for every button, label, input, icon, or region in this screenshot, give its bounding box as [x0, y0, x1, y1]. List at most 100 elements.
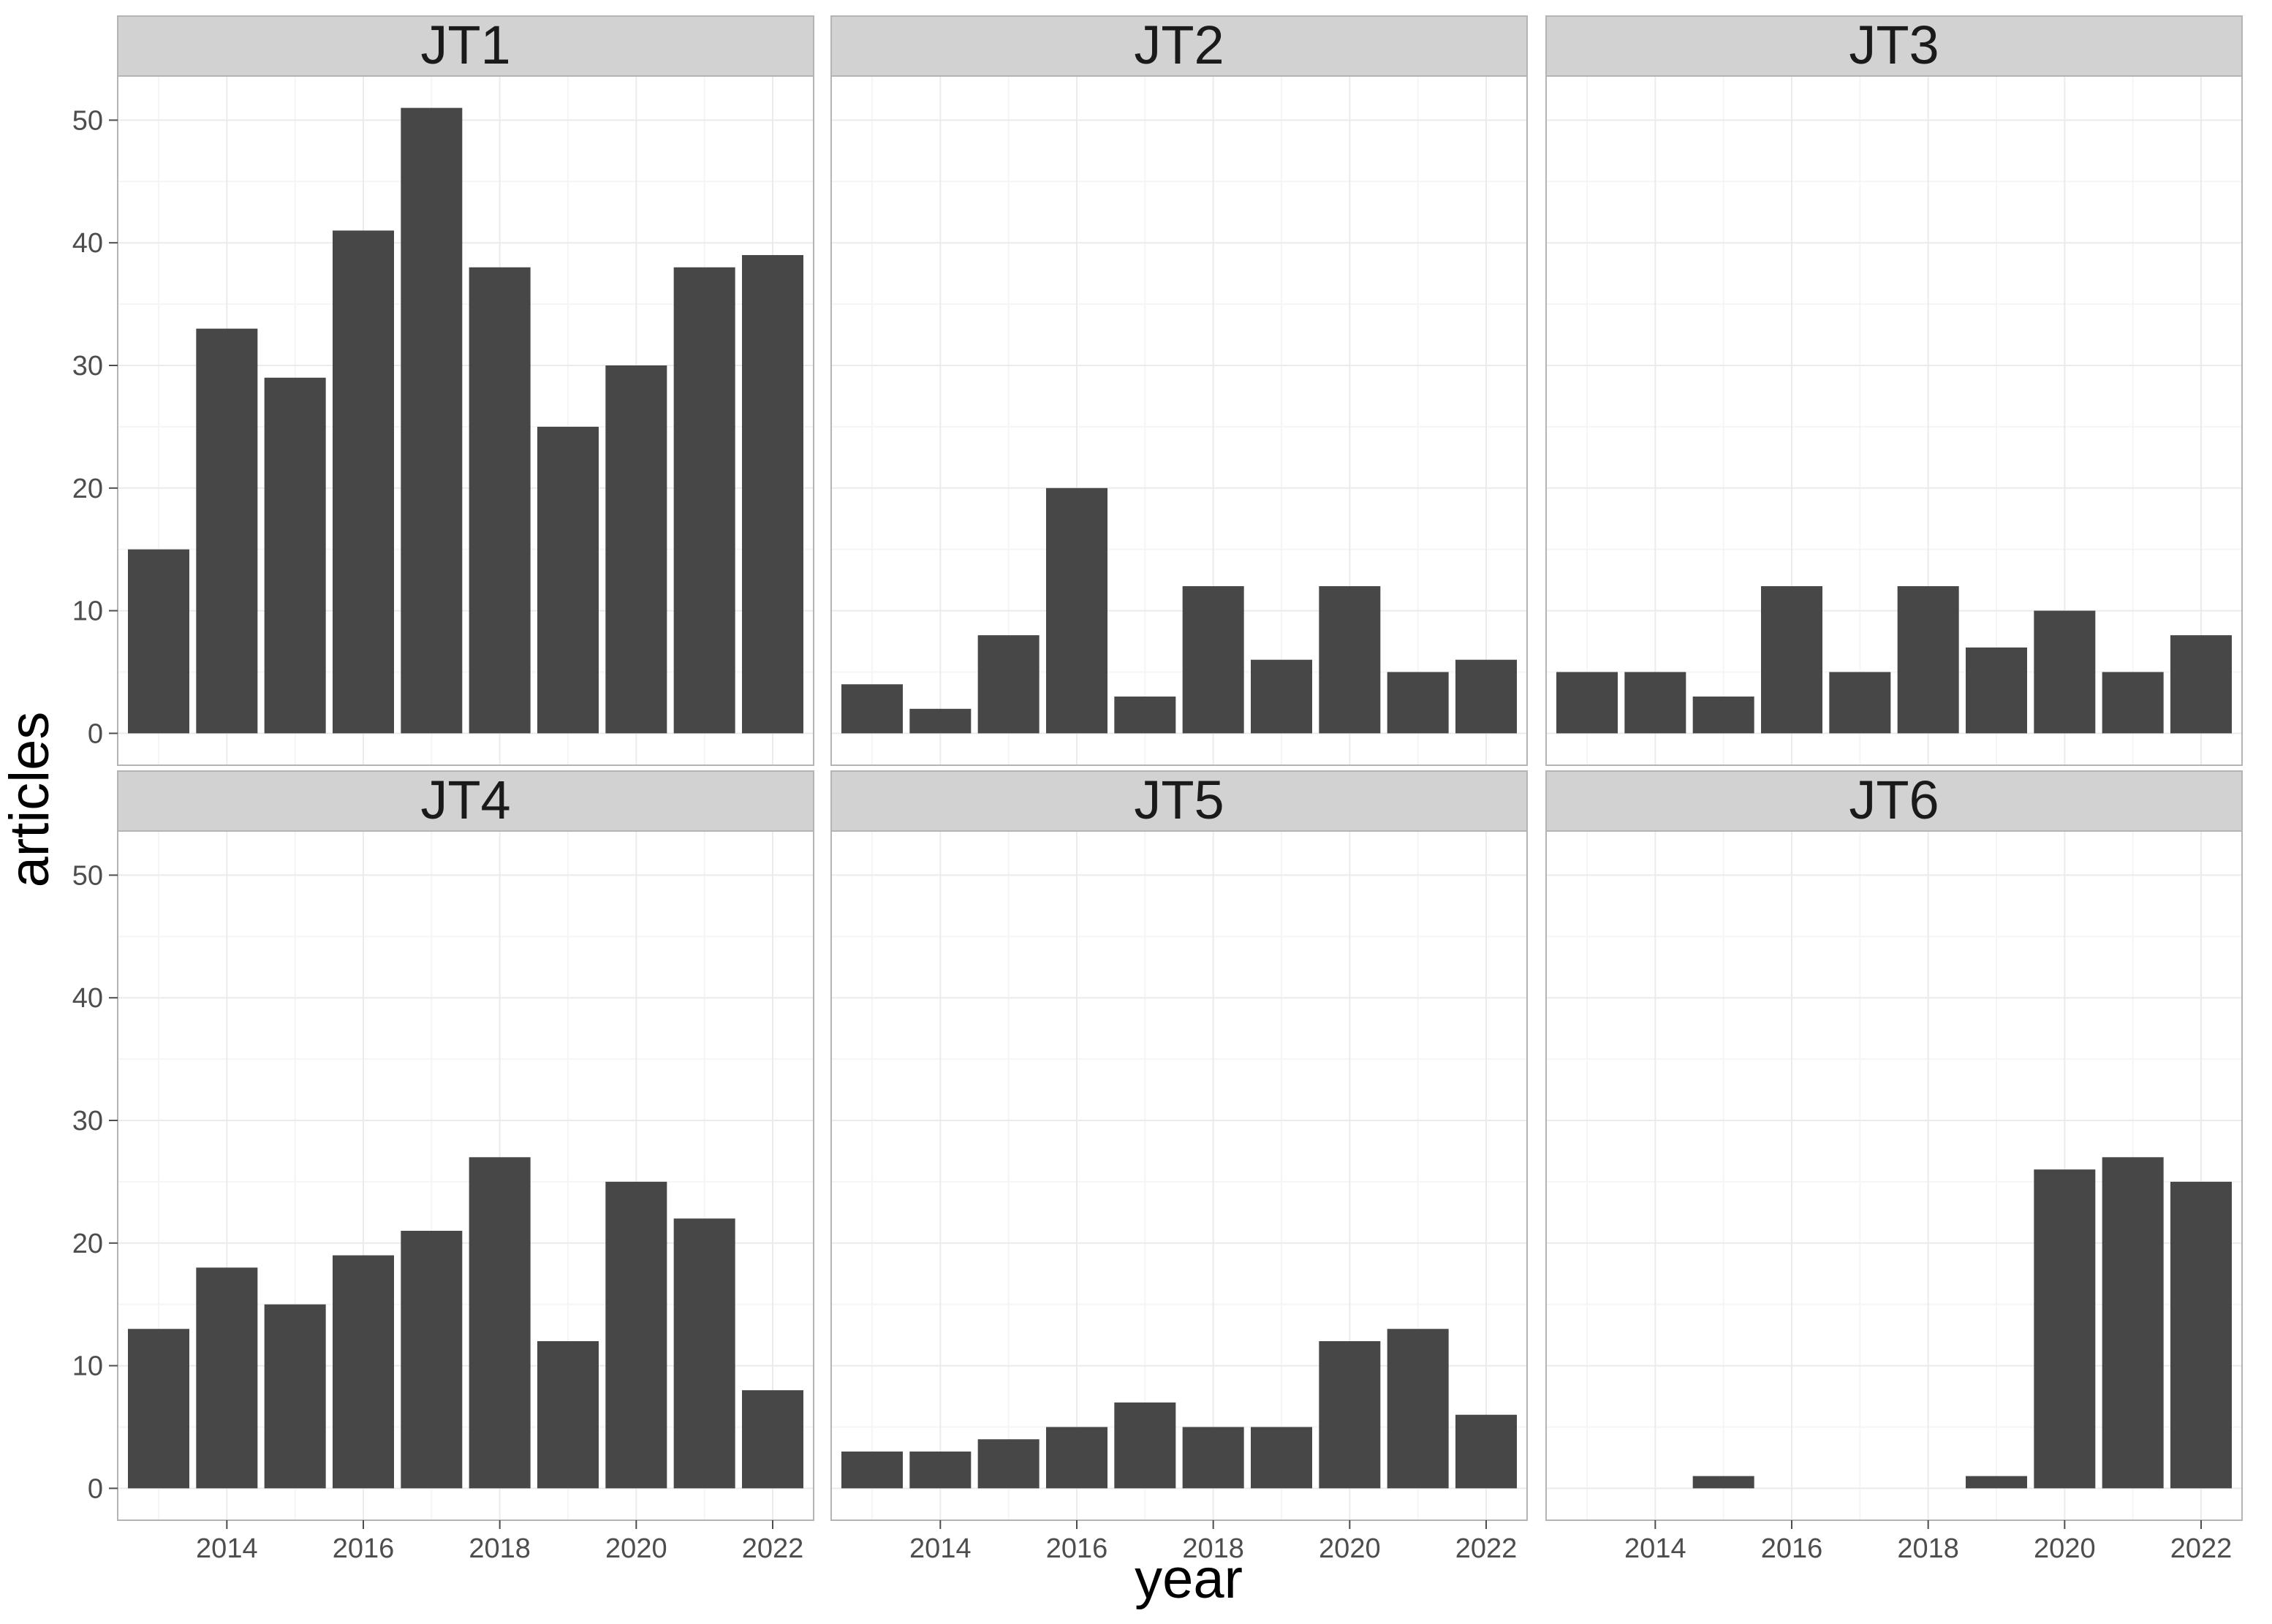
- bar-jt5-2015: [977, 1439, 1040, 1489]
- bar-jt1-2020: [605, 365, 667, 734]
- bar-jt4-2016: [333, 1255, 394, 1489]
- facet-panel-jt5: JT5: [830, 770, 1528, 1521]
- panel-border: [1545, 75, 2243, 766]
- facet-strip: [830, 15, 1528, 77]
- bar-jt1-2017: [401, 107, 463, 734]
- bar-jt6-2015: [1692, 1476, 1754, 1489]
- bar-jt3-2018: [1897, 586, 1959, 734]
- x-tick-label: 2020: [2034, 1533, 2096, 1564]
- bar-jt4-2014: [196, 1267, 258, 1489]
- x-tick-label: 2018: [1182, 1533, 1244, 1564]
- x-axis-title: year: [1135, 1548, 1243, 1610]
- bar-jt1-2016: [333, 230, 394, 734]
- y-tick-label: 10: [72, 1351, 103, 1382]
- bar-jt1-2014: [196, 328, 258, 734]
- bar-jt3-2019: [1966, 647, 2027, 734]
- bar-jt2-2019: [1251, 659, 1312, 734]
- panel-border: [117, 75, 814, 766]
- x-tick-label: 2022: [742, 1533, 804, 1564]
- bar-jt3-2021: [2102, 672, 2164, 734]
- x-tick-label: 2020: [605, 1533, 667, 1564]
- x-tick-label: 2018: [469, 1533, 531, 1564]
- bar-jt6-2022: [2170, 1181, 2232, 1489]
- y-tick-label: 50: [72, 860, 103, 891]
- panel-border: [1545, 830, 2243, 1521]
- bar-jt5-2016: [1046, 1427, 1107, 1489]
- x-tick-label: 2016: [1046, 1533, 1108, 1564]
- bar-jt3-2014: [1624, 672, 1686, 734]
- bar-jt1-2022: [742, 254, 803, 734]
- bar-jt3-2017: [1829, 672, 1891, 734]
- bar-jt2-2014: [909, 708, 972, 734]
- x-tick-label: 2014: [909, 1533, 972, 1564]
- bar-jt2-2021: [1387, 672, 1449, 734]
- bar-jt2-2018: [1182, 586, 1244, 734]
- x-tick-label: 2016: [333, 1533, 395, 1564]
- facet-label: JT5: [1134, 770, 1224, 830]
- y-tick-label: 10: [72, 596, 103, 627]
- bar-jt4-2019: [537, 1341, 599, 1489]
- facet-label: JT3: [1849, 15, 1939, 75]
- bar-jt5-2020: [1319, 1341, 1381, 1489]
- y-tick-label: 30: [72, 351, 103, 382]
- bar-jt1-2013: [128, 549, 189, 734]
- bar-jt3-2022: [2170, 635, 2232, 734]
- bar-jt3-2016: [1761, 586, 1822, 734]
- y-tick-label: 30: [72, 1106, 103, 1137]
- facet-strip: [117, 770, 814, 832]
- bar-jt4-2020: [605, 1181, 667, 1489]
- facet-panel-jt4: JT4: [117, 770, 814, 1521]
- facet-panels: JT1 JT2 JT3 JT4 JT5 JT6: [117, 15, 2243, 1521]
- bar-jt6-2019: [1966, 1476, 2027, 1489]
- bar-jt3-2020: [2034, 610, 2096, 734]
- bar-jt5-2018: [1182, 1427, 1244, 1489]
- bar-jt2-2015: [977, 635, 1040, 734]
- bar-jt4-2022: [742, 1390, 803, 1489]
- bar-jt4-2013: [128, 1329, 189, 1489]
- y-axis-title: articles: [0, 712, 61, 888]
- facet-label: JT2: [1134, 15, 1224, 75]
- bar-jt3-2013: [1556, 672, 1618, 734]
- y-axis: 0 10 20 30 40 50 0 10 20 30 40 50: [72, 105, 118, 1504]
- y-tick-label: 0: [88, 718, 103, 749]
- bar-jt5-2013: [841, 1452, 903, 1489]
- facet-panel-jt3: JT3: [1545, 15, 2243, 766]
- bar-jt2-2013: [841, 684, 903, 734]
- bar-jt1-2019: [537, 426, 599, 734]
- y-tick-label: 40: [72, 228, 103, 259]
- y-tick-label: 20: [72, 474, 103, 504]
- facet-strip: [117, 15, 814, 77]
- bar-jt1-2015: [264, 377, 326, 734]
- bar-jt6-2021: [2102, 1157, 2164, 1489]
- facet-strip: [1545, 15, 2243, 77]
- x-tick-label: 2014: [1624, 1533, 1686, 1564]
- x-tick-label: 2022: [1455, 1533, 1518, 1564]
- bar-jt4-2015: [264, 1304, 326, 1489]
- facet-panel-jt2: JT2: [830, 15, 1528, 766]
- bar-jt5-2014: [909, 1452, 972, 1489]
- bar-jt2-2016: [1046, 487, 1107, 734]
- bar-jt5-2022: [1455, 1414, 1517, 1489]
- x-tick-label: 2022: [2170, 1533, 2233, 1564]
- bar-jt1-2018: [469, 267, 531, 734]
- facet-label: JT4: [420, 770, 510, 830]
- facet-panel-jt1: JT1: [117, 15, 814, 766]
- facet-label: JT6: [1849, 770, 1939, 830]
- y-tick-label: 20: [72, 1229, 103, 1259]
- x-tick-label: 2018: [1897, 1533, 1959, 1564]
- x-axis: 2014 2016 2018 2020 2022 2014 2016 2018 2020 2022…: [196, 1520, 2232, 1564]
- bar-jt4-2018: [469, 1157, 531, 1489]
- bar-jt5-2019: [1251, 1427, 1312, 1489]
- panel-border: [830, 830, 1528, 1521]
- y-tick-label: 40: [72, 983, 103, 1014]
- x-tick-label: 2014: [196, 1533, 258, 1564]
- bar-jt5-2021: [1387, 1329, 1449, 1489]
- x-tick-label: 2020: [1319, 1533, 1381, 1564]
- bar-jt2-2022: [1455, 659, 1517, 734]
- bar-jt6-2020: [2034, 1169, 2096, 1489]
- bar-jt2-2020: [1319, 586, 1381, 734]
- facet-strip: [830, 770, 1528, 832]
- panel-border: [830, 75, 1528, 766]
- bar-jt1-2021: [673, 267, 735, 734]
